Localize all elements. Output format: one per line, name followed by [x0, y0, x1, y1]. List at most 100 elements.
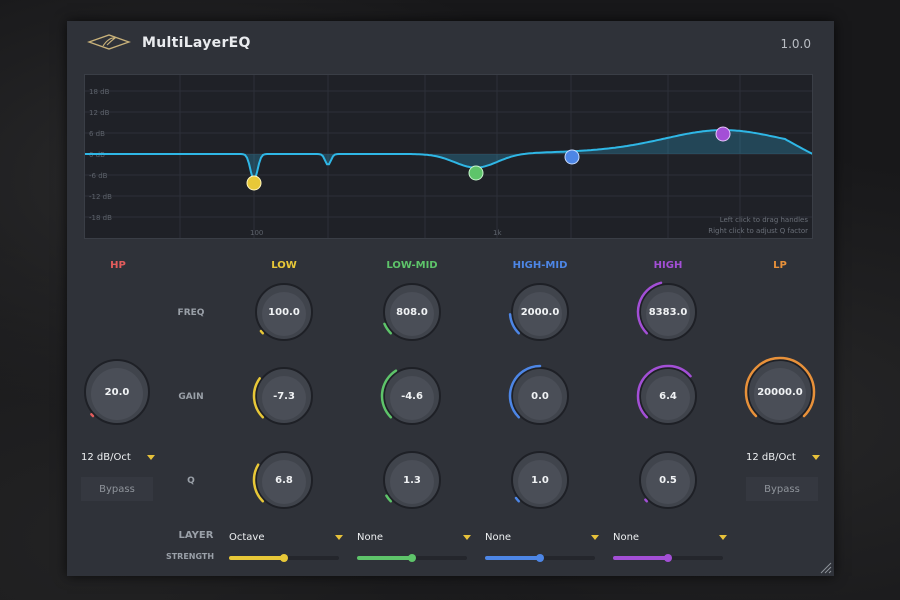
high-layer-select[interactable]: None: [613, 528, 727, 546]
low-q-knob[interactable]: 6.8: [251, 447, 317, 513]
lp-slope-value: 12 dB/Oct: [746, 451, 796, 463]
high-band-handle[interactable]: [715, 126, 731, 142]
db-tick-label: 6 dB: [89, 130, 105, 138]
low-mid-title: LOW-MID: [386, 260, 438, 271]
high-mid-layer-value: None: [485, 531, 512, 543]
low-layer-select[interactable]: Octave: [229, 528, 343, 546]
db-tick-label: 18 dB: [89, 88, 110, 96]
low-mid-strength-thumb[interactable]: [408, 554, 416, 562]
db-tick-label: -12 dB: [89, 193, 112, 201]
resize-grip-icon[interactable]: [818, 560, 832, 574]
low-strength-thumb[interactable]: [280, 554, 288, 562]
knob-graphic: [252, 367, 313, 425]
high-mid-strength-thumb[interactable]: [536, 554, 544, 562]
lp-freq-value: 20000.0: [757, 386, 803, 398]
knob-value-arc: [90, 413, 95, 418]
version-label: 1.0.0: [780, 37, 811, 51]
knob-graphic: [84, 359, 150, 425]
high-mid-freq-knob[interactable]: 2000.0: [507, 279, 573, 345]
knob-graphic: [744, 356, 816, 425]
knob-value-arc: [514, 496, 521, 503]
high-mid-q-knob[interactable]: 1.0: [507, 447, 573, 513]
hp-slope-value: 12 dB/Oct: [81, 451, 131, 463]
graph-hint-q: Right click to adjust Q factor: [708, 227, 808, 235]
high-mid-strength-slider[interactable]: [485, 554, 595, 562]
low-band-handle[interactable]: [246, 175, 262, 191]
db-tick-label: 12 dB: [89, 109, 110, 117]
high-gain-knob[interactable]: 6.4: [635, 363, 701, 429]
knob-graphic: [508, 364, 569, 425]
knob-value-arc: [252, 463, 265, 503]
chevron-down-icon: [812, 454, 820, 460]
freq-tick-label: 100: [250, 229, 263, 237]
high-mid-strength-fill: [485, 556, 540, 560]
high-gain-value: 6.4: [659, 390, 677, 402]
eq-graph[interactable]: 18 dB 12 dB 6 dB 0 dB -6 dB -12 dB -18 dB 100 1…: [84, 74, 813, 239]
hp-freq-knob[interactable]: 20.0: [80, 355, 154, 429]
knob-value-arc: [636, 281, 663, 335]
freq-tick-label: 1k: [493, 229, 502, 237]
knob-graphic: [636, 281, 697, 341]
low-mid-layer-select[interactable]: None: [357, 528, 471, 546]
low-mid-band-handle[interactable]: [468, 165, 484, 181]
lp-freq-knob[interactable]: 20000.0: [743, 355, 817, 429]
chevron-down-icon: [147, 454, 155, 460]
knob-graphic: [380, 367, 441, 425]
high-strength-fill: [613, 556, 668, 560]
high-strength-slider[interactable]: [613, 554, 723, 562]
high-title: HIGH: [653, 260, 683, 271]
knob-graphic: [636, 364, 697, 425]
low-strength-slider[interactable]: [229, 554, 339, 562]
low-q-value: 6.8: [275, 474, 293, 486]
high-mid-gain-knob[interactable]: 0.0: [507, 363, 573, 429]
layer-label: LAYER: [178, 530, 214, 541]
hp-freq-value: 20.0: [104, 386, 130, 398]
db-tick-label: -18 dB: [89, 214, 112, 222]
low-mid-gain-knob[interactable]: -4.6: [379, 363, 445, 429]
low-layer-value: Octave: [229, 531, 265, 543]
high-mid-layer-select[interactable]: None: [485, 528, 599, 546]
chevron-down-icon: [719, 534, 727, 540]
low-gain-knob[interactable]: -7.3: [251, 363, 317, 429]
hp-slope-select[interactable]: 12 dB/Oct: [81, 448, 155, 466]
low-mid-strength-fill: [357, 556, 412, 560]
knob-graphic: [252, 451, 313, 509]
low-mid-q-knob[interactable]: 1.3: [379, 447, 445, 513]
lp-title: LP: [773, 260, 787, 271]
low-gain-value: -7.3: [273, 390, 295, 402]
high-q-knob[interactable]: 0.5: [635, 447, 701, 513]
knob-value-arc: [259, 329, 265, 335]
knob-value-arc: [644, 498, 649, 503]
high-strength-thumb[interactable]: [664, 554, 672, 562]
plugin-window: MultiLayerEQ 1.0.0 18 dB 12 dB 6 dB 0 dB -6 …: [67, 21, 834, 576]
chevron-down-icon: [463, 534, 471, 540]
high-mid-gain-value: 0.0: [531, 390, 549, 402]
high-freq-value: 8383.0: [648, 306, 688, 318]
freq-row-label: FREQ: [177, 308, 205, 318]
logo-icon: [87, 34, 131, 50]
low-freq-knob[interactable]: 100.0: [251, 279, 317, 345]
knob-value-arc: [383, 322, 393, 335]
high-freq-knob[interactable]: 8383.0: [635, 279, 701, 345]
low-title: LOW: [271, 260, 297, 271]
low-mid-freq-knob[interactable]: 808.0: [379, 279, 445, 345]
knob-graphic: [508, 283, 569, 341]
high-q-value: 0.5: [659, 474, 677, 486]
low-strength-fill: [229, 556, 284, 560]
gain-row-label: GAIN: [178, 392, 204, 402]
app-title: MultiLayerEQ: [142, 35, 251, 51]
knob-graphic: [383, 451, 441, 509]
low-mid-strength-slider[interactable]: [357, 554, 467, 562]
knob-value-arc: [744, 356, 816, 418]
high-mid-band-handle[interactable]: [564, 149, 580, 165]
lp-bypass-button[interactable]: Bypass: [746, 477, 818, 501]
lp-slope-select[interactable]: 12 dB/Oct: [746, 448, 820, 466]
knob-graphic: [511, 451, 569, 509]
chevron-down-icon: [591, 534, 599, 540]
db-tick-label: -6 dB: [89, 172, 108, 180]
hp-title: HP: [110, 260, 126, 271]
hp-bypass-button[interactable]: Bypass: [81, 477, 153, 501]
low-freq-value: 100.0: [268, 306, 300, 318]
knob-value-arc: [508, 313, 521, 335]
